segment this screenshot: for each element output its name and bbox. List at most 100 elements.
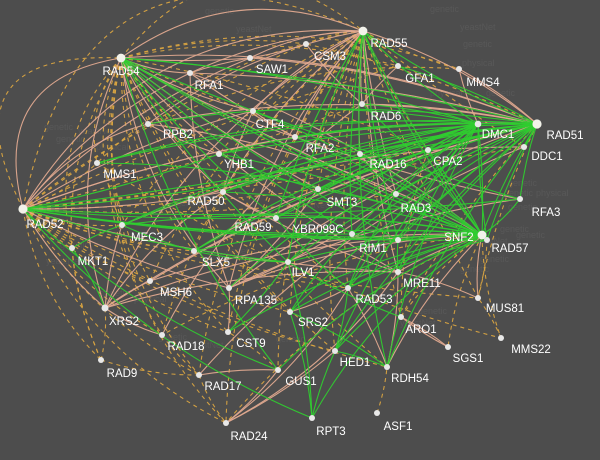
node-layer[interactable] [18, 26, 542, 426]
edge-coexp [347, 123, 479, 289]
node-mkt1[interactable] [69, 245, 75, 251]
node-dmc1[interactable] [474, 120, 482, 128]
node-label-mre11: MRE11 [403, 278, 441, 290]
edge-genetic [22, 43, 307, 210]
node-mms22[interactable] [498, 335, 504, 341]
node-rad54[interactable] [116, 53, 126, 63]
watermark-genetic: genetic [60, 240, 90, 250]
node-rfa1[interactable] [187, 70, 193, 76]
node-aro1[interactable] [398, 314, 404, 320]
edge-physical [147, 123, 220, 155]
node-hed1[interactable] [332, 348, 338, 354]
node-rad59[interactable] [273, 215, 279, 221]
edge-coexp [22, 208, 277, 220]
node-ctf4[interactable] [250, 108, 256, 114]
node-rad53[interactable] [345, 285, 351, 291]
node-mre11[interactable] [395, 269, 401, 275]
node-rad50[interactable] [220, 189, 226, 195]
node-ilv1[interactable] [285, 259, 291, 265]
edge-genetic [22, 208, 291, 313]
node-rad9[interactable] [98, 357, 104, 363]
node-rfa3[interactable] [517, 196, 523, 202]
node-slx5[interactable] [191, 248, 197, 254]
node-asf1[interactable] [374, 410, 380, 416]
node-label-smt3: SMT3 [327, 197, 358, 209]
node-label-ctf4: CTF4 [256, 119, 285, 131]
node-label-rpb2: RPB2 [163, 129, 193, 141]
node-rpa135[interactable] [226, 285, 232, 291]
edge-physical [228, 30, 364, 289]
node-rdh54[interactable] [384, 364, 390, 370]
node-ybr099c[interactable] [349, 231, 355, 237]
node-srs2[interactable] [287, 309, 293, 315]
edge-coexp [22, 208, 279, 371]
node-mms4[interactable] [456, 66, 462, 72]
node-rpt3[interactable] [309, 415, 315, 421]
node-label-ybr099c: YBR099C [292, 224, 343, 236]
watermark-genetic: genetic [516, 230, 546, 240]
node-rim1[interactable] [395, 237, 401, 243]
node-rfa2[interactable] [292, 134, 298, 140]
node-snf2[interactable] [477, 230, 487, 240]
edge-physical [189, 72, 230, 289]
edge-genetic [362, 30, 399, 67]
edge-coexp [477, 123, 484, 236]
edge-coexp [227, 261, 289, 333]
node-rad17[interactable] [196, 372, 202, 378]
node-rad3[interactable] [393, 191, 399, 197]
edge-physical [400, 316, 449, 348]
node-gus1[interactable] [275, 367, 281, 373]
edge-physical [225, 287, 349, 424]
node-smt3[interactable] [315, 186, 321, 192]
edge-coexp [193, 123, 479, 252]
node-label-xrs2: XRS2 [109, 316, 139, 328]
node-rad24[interactable] [223, 420, 229, 426]
node-mms1[interactable] [94, 160, 100, 166]
node-msh6[interactable] [147, 278, 153, 284]
node-rpb2[interactable] [145, 121, 151, 127]
node-rad52[interactable] [18, 204, 28, 214]
node-rad6[interactable] [359, 101, 365, 107]
node-ddc1[interactable] [521, 144, 527, 150]
watermark-genetic: genetic [508, 202, 538, 212]
node-label-yhb1: YHB1 [224, 159, 254, 171]
edge-genetic [227, 331, 279, 371]
node-rad16[interactable] [357, 151, 363, 157]
edge-coexp [121, 214, 483, 236]
edge-physical [252, 110, 296, 138]
node-label-mus81: MUS81 [486, 303, 524, 315]
edge-physical [198, 369, 279, 376]
node-label-aro1: ARO1 [405, 324, 436, 336]
edge-coexp [397, 123, 479, 273]
node-sgs1[interactable] [445, 344, 451, 350]
edge-coexp [218, 123, 479, 155]
node-label-rdh54: RDH54 [391, 373, 429, 385]
node-rad18[interactable] [159, 332, 165, 338]
node-rad51[interactable] [532, 119, 542, 129]
watermark-genetic: genetic [500, 224, 530, 234]
node-label-gfa1: GFA1 [405, 73, 434, 85]
node-label-rad59: RAD59 [234, 222, 271, 234]
node-label-rad54: RAD54 [102, 66, 140, 78]
node-rad57[interactable] [484, 237, 490, 243]
node-saw1[interactable] [247, 55, 253, 61]
edge-coexp [120, 57, 279, 371]
node-yhb1[interactable] [216, 151, 222, 157]
node-label-rpt3: RPT3 [316, 426, 345, 438]
node-csm3[interactable] [303, 41, 309, 47]
edge-coexp [334, 123, 479, 352]
edge-physical [289, 287, 349, 313]
node-gfa1[interactable] [395, 63, 401, 69]
node-cpa2[interactable] [425, 147, 431, 153]
edge-genetic [100, 359, 200, 376]
node-mus81[interactable] [475, 295, 481, 301]
node-mec3[interactable] [119, 222, 125, 228]
edge-layer [0, 0, 538, 424]
edge-physical [86, 57, 122, 309]
edge-coexp [287, 123, 479, 263]
node-xrs2[interactable] [101, 304, 109, 312]
edge-physical [147, 30, 364, 125]
node-cst9[interactable] [225, 329, 231, 335]
node-rad55[interactable] [358, 26, 368, 36]
